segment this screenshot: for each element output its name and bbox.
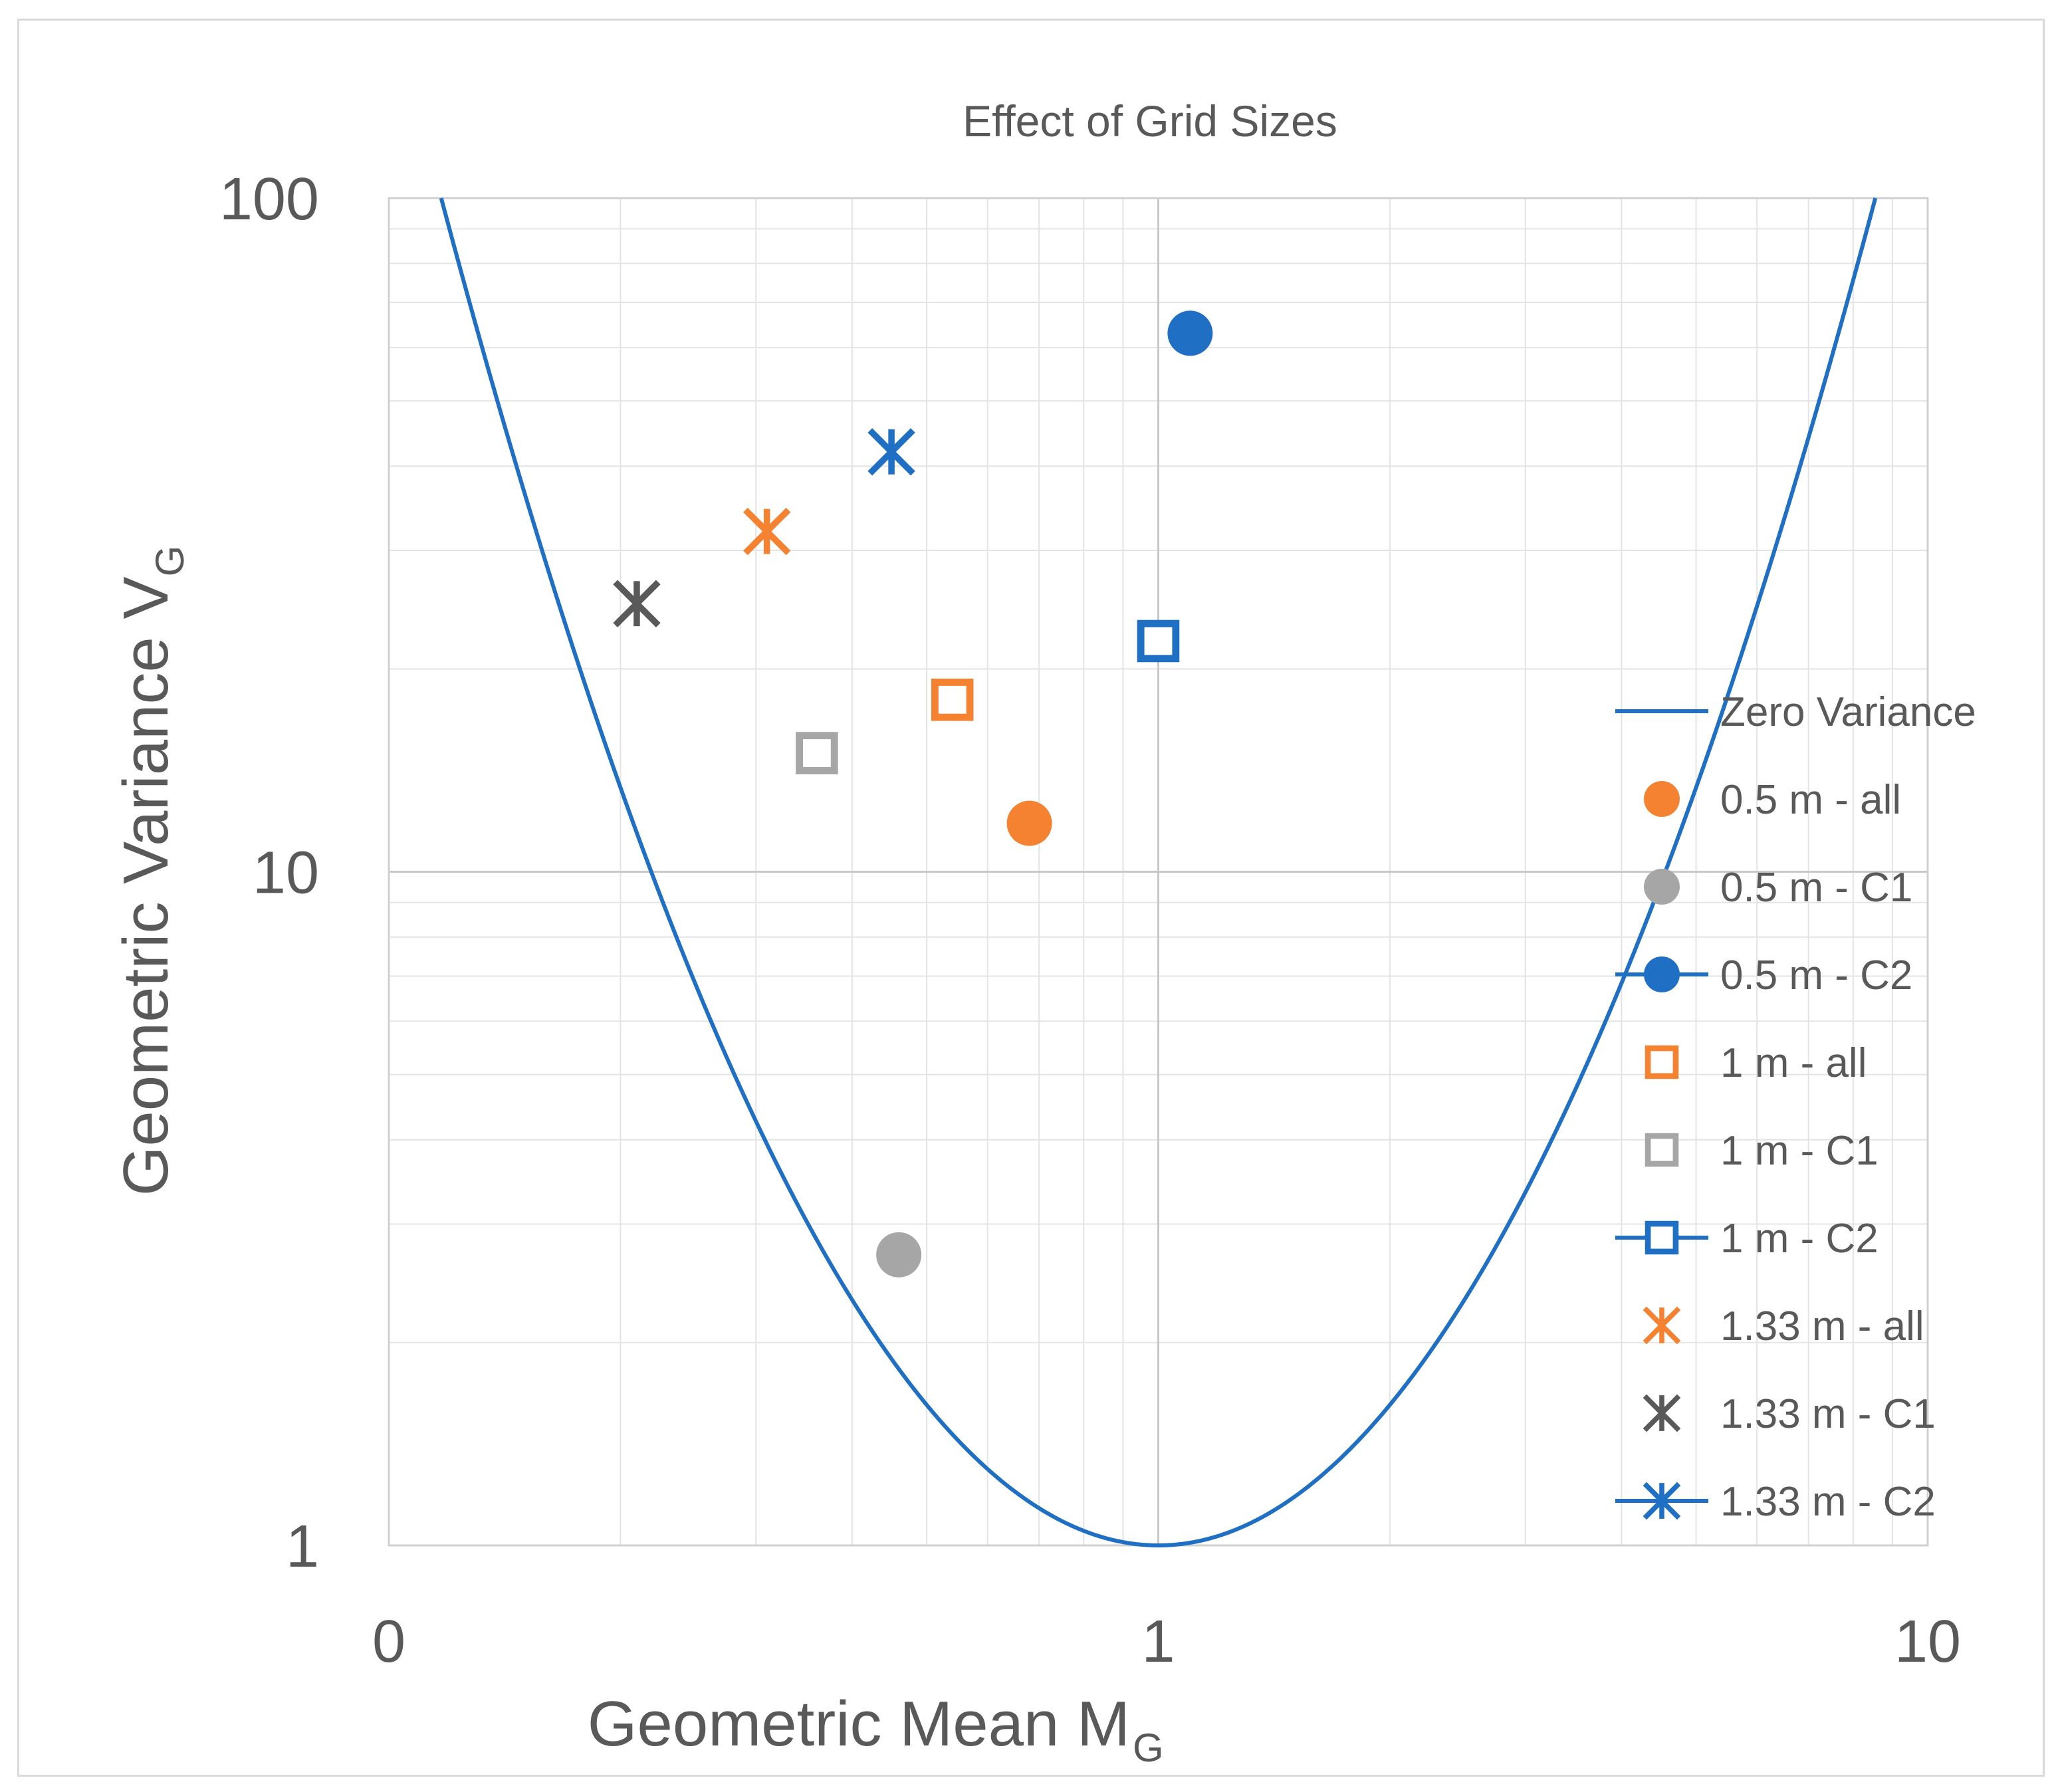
legend-marker xyxy=(1644,869,1680,905)
x-axis-title: Geometric Mean M xyxy=(588,1688,1130,1759)
legend-label: 1 m - all xyxy=(1720,1040,1867,1086)
legend-label: 0.5 m - all xyxy=(1720,777,1901,823)
data-point xyxy=(867,428,915,476)
data-point xyxy=(1167,310,1213,356)
legend-marker xyxy=(1643,1482,1681,1520)
y-axis-title: Geometric Variance VG xyxy=(110,546,192,1196)
legend-marker xyxy=(1645,1045,1679,1079)
legend-label: Zero Variance xyxy=(1720,689,1976,735)
data-point xyxy=(876,1232,922,1278)
grid xyxy=(388,197,1929,1547)
data-point xyxy=(1137,619,1180,663)
legend-marker xyxy=(1643,1394,1681,1432)
legend-label: 0.5 m - C1 xyxy=(1720,865,1912,911)
legend: Zero Variance 0.5 m - all 0.5 m - C1 0.5 m … xyxy=(1615,689,1976,1525)
data-point xyxy=(743,507,791,556)
y-tick-label: 10 xyxy=(253,840,319,907)
legend-label: 0.5 m - C2 xyxy=(1720,952,1912,998)
legend-marker xyxy=(1645,1220,1679,1255)
legend-label: 1.33 m - all xyxy=(1720,1303,1924,1349)
legend-marker xyxy=(1644,781,1680,817)
chart-title: Effect of Grid Sizes xyxy=(963,96,1337,146)
data-points xyxy=(613,310,1213,1278)
y-tick-label: 1 xyxy=(286,1513,319,1580)
legend-marker xyxy=(1643,1306,1681,1345)
data-point xyxy=(613,580,661,627)
legend-marker xyxy=(1645,1133,1679,1167)
data-point xyxy=(931,678,974,721)
legend-label: 1.33 m - C1 xyxy=(1720,1391,1936,1437)
chart-frame xyxy=(17,19,2045,1777)
zero-variance-curve-layer xyxy=(439,197,1878,1548)
legend-label: 1 m - C1 xyxy=(1720,1128,1879,1174)
legend-label: 1 m - C2 xyxy=(1720,1216,1879,1262)
legend-marker xyxy=(1644,956,1680,992)
zero-variance-curve xyxy=(439,197,1878,1548)
data-point xyxy=(1006,800,1052,846)
x-tick-label: 0 xyxy=(372,1609,405,1675)
legend-label: 1.33 m - C2 xyxy=(1720,1479,1936,1525)
x-tick-label: 10 xyxy=(1894,1609,1961,1675)
y-tick-label: 100 xyxy=(219,166,319,233)
data-point xyxy=(796,732,838,774)
x-tick-label: 1 xyxy=(1141,1609,1175,1675)
x-axis-title-subscript: G xyxy=(1133,1726,1164,1770)
